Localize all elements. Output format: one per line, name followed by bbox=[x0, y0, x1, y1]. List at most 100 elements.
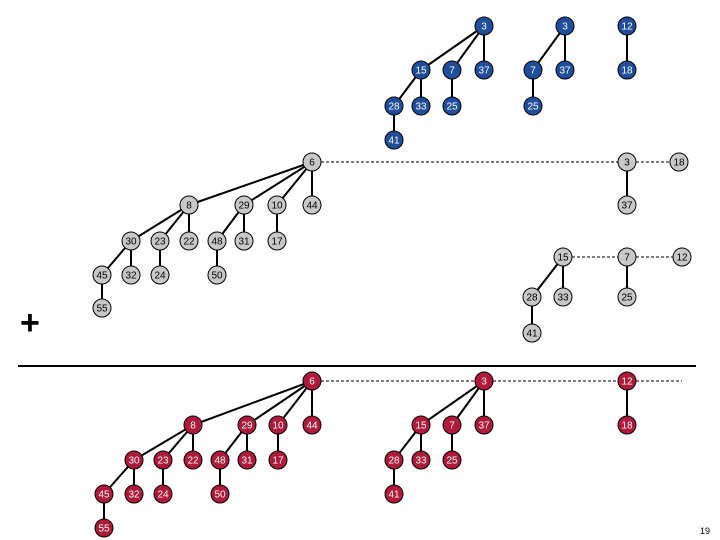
node-key-label: 10 bbox=[271, 201, 283, 212]
node-circle bbox=[210, 484, 230, 504]
node-circle bbox=[669, 152, 689, 172]
node-key-label: 44 bbox=[306, 201, 318, 212]
node-circle bbox=[183, 415, 203, 435]
node-circle bbox=[207, 265, 227, 285]
heap-node: 17 bbox=[267, 231, 287, 251]
heap-node: 3 bbox=[474, 16, 494, 36]
heap-node: 12 bbox=[672, 247, 692, 267]
node-circle bbox=[267, 231, 287, 251]
node-key-label: 48 bbox=[214, 456, 226, 467]
node-circle bbox=[523, 96, 543, 116]
heap-node: 10 bbox=[268, 415, 288, 435]
heap-node: 48 bbox=[207, 231, 227, 251]
node-circle bbox=[474, 415, 494, 435]
node-circle bbox=[234, 231, 254, 251]
node-circle bbox=[92, 298, 112, 318]
heap-node: 55 bbox=[94, 518, 114, 538]
heap-node: 41 bbox=[384, 130, 404, 150]
heap-node: 32 bbox=[124, 484, 144, 504]
heap-node: 29 bbox=[234, 195, 254, 215]
node-key-label: 15 bbox=[557, 253, 569, 264]
node-circle bbox=[617, 60, 637, 80]
node-key-label: 24 bbox=[157, 490, 169, 501]
node-key-label: 41 bbox=[388, 136, 400, 147]
heap-node: 7 bbox=[617, 247, 637, 267]
heap-node: 33 bbox=[411, 450, 431, 470]
tree-edge bbox=[246, 380, 313, 426]
node-key-label: 17 bbox=[272, 456, 284, 467]
tree-edge bbox=[133, 424, 194, 461]
node-circle bbox=[179, 231, 199, 251]
node-circle bbox=[672, 247, 692, 267]
node-key-label: 12 bbox=[676, 253, 688, 264]
heap-node: 45 bbox=[92, 265, 112, 285]
node-circle bbox=[617, 287, 637, 307]
node-circle bbox=[268, 450, 288, 470]
node-key-label: 29 bbox=[238, 201, 250, 212]
node-key-label: 3 bbox=[481, 22, 487, 33]
node-key-label: 15 bbox=[415, 421, 427, 432]
node-key-label: 32 bbox=[125, 271, 137, 282]
node-key-label: 31 bbox=[241, 456, 253, 467]
heap-node: 33 bbox=[411, 96, 431, 116]
heap-node: 12 bbox=[617, 16, 637, 36]
heap-node: 25 bbox=[442, 450, 462, 470]
node-key-label: 10 bbox=[272, 421, 284, 432]
union-operator: + bbox=[20, 304, 40, 342]
node-circle bbox=[384, 484, 404, 504]
node-key-label: 50 bbox=[211, 271, 223, 282]
node-circle bbox=[302, 195, 322, 215]
heap-node: 50 bbox=[210, 484, 230, 504]
tree-edge bbox=[188, 161, 313, 206]
node-key-label: 8 bbox=[190, 421, 196, 432]
node-circle bbox=[302, 415, 322, 435]
heap-node: 8 bbox=[183, 415, 203, 435]
node-key-label: 45 bbox=[96, 271, 108, 282]
node-circle bbox=[153, 450, 173, 470]
node-circle bbox=[384, 96, 404, 116]
node-circle bbox=[617, 247, 637, 267]
node-key-label: 18 bbox=[621, 421, 633, 432]
heap-node: 7 bbox=[442, 415, 462, 435]
heap-node: 30 bbox=[124, 450, 144, 470]
node-circle bbox=[617, 195, 637, 215]
node-key-label: 8 bbox=[186, 201, 192, 212]
heap-node: 45 bbox=[94, 484, 114, 504]
node-circle bbox=[442, 415, 462, 435]
node-key-label: 45 bbox=[98, 490, 110, 501]
heap-node: 44 bbox=[302, 195, 322, 215]
heap-node: 28 bbox=[522, 287, 542, 307]
heap-node: 31 bbox=[237, 450, 257, 470]
node-key-label: 50 bbox=[214, 490, 226, 501]
heap-node: 18 bbox=[617, 60, 637, 80]
node-key-label: 32 bbox=[128, 490, 140, 501]
heap-node: 28 bbox=[384, 450, 404, 470]
node-circle bbox=[523, 60, 543, 80]
node-key-label: 44 bbox=[306, 421, 318, 432]
node-key-label: 12 bbox=[621, 377, 633, 388]
node-circle bbox=[442, 96, 462, 116]
tree-edge bbox=[192, 380, 313, 426]
node-key-label: 18 bbox=[673, 158, 685, 169]
node-key-label: 12 bbox=[621, 22, 633, 33]
node-key-label: 25 bbox=[446, 102, 458, 113]
heap-node: 12 bbox=[617, 371, 637, 391]
node-key-label: 17 bbox=[271, 237, 283, 248]
node-circle bbox=[442, 60, 462, 80]
node-circle bbox=[183, 450, 203, 470]
node-circle bbox=[302, 152, 322, 172]
node-circle bbox=[522, 323, 542, 343]
tree-edge bbox=[420, 25, 485, 71]
heap-node: 8 bbox=[179, 195, 199, 215]
node-circle bbox=[553, 247, 573, 267]
heap-node: 24 bbox=[150, 265, 170, 285]
node-circle bbox=[555, 60, 575, 80]
node-key-label: 6 bbox=[309, 377, 315, 388]
node-key-label: 23 bbox=[154, 237, 166, 248]
tree-edge bbox=[243, 161, 313, 206]
node-circle bbox=[121, 265, 141, 285]
node-circle bbox=[150, 265, 170, 285]
node-key-label: 41 bbox=[388, 490, 400, 501]
node-circle bbox=[121, 231, 141, 251]
